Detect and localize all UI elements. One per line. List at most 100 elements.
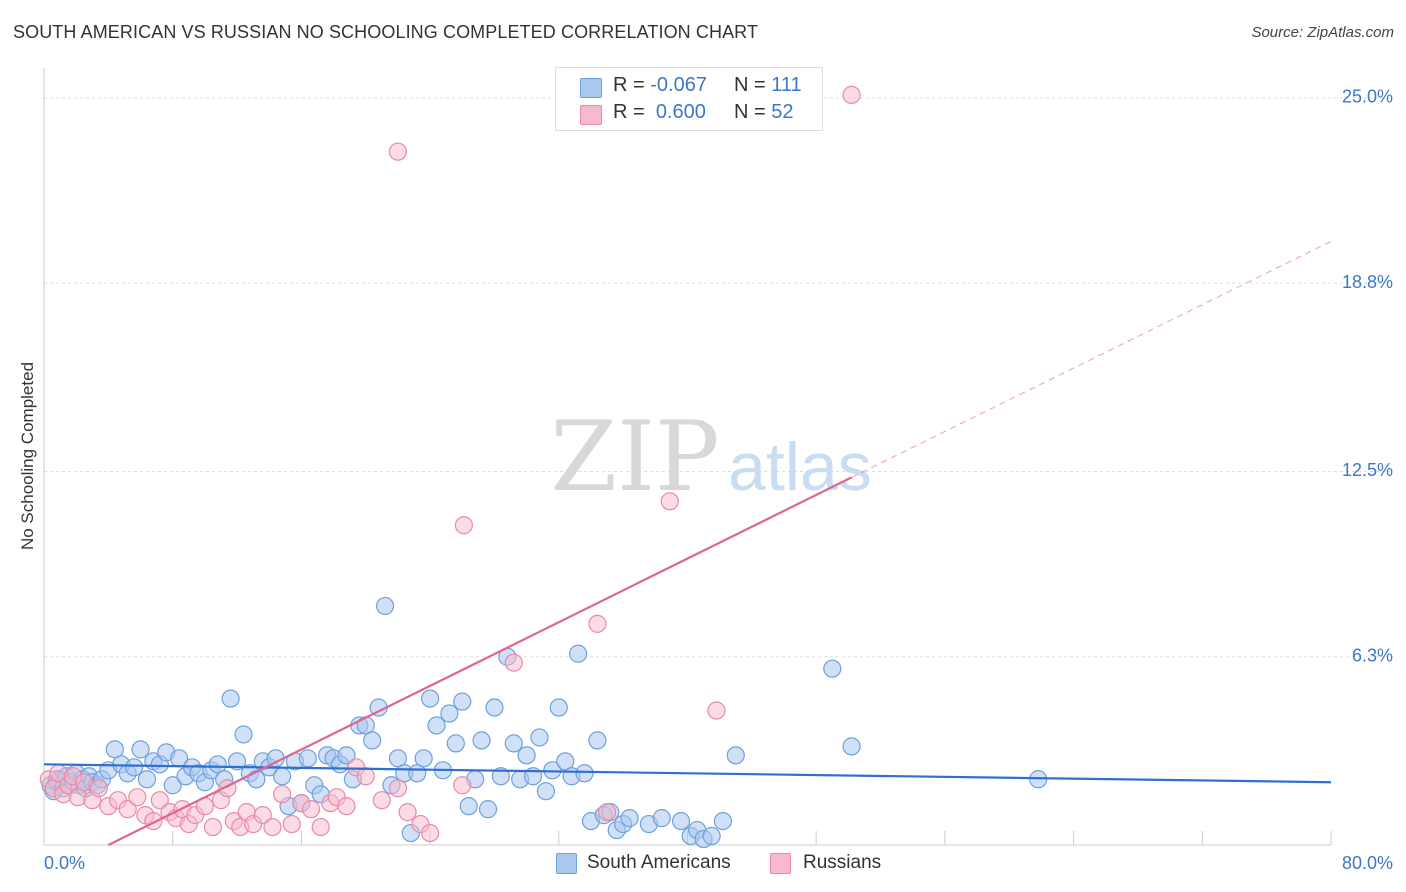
data-point-south-american <box>163 776 182 795</box>
n-stat: N = 52 <box>734 101 794 123</box>
data-point-south-american <box>504 734 523 753</box>
trend-line-south-americans <box>43 763 1332 784</box>
data-point-south-american <box>298 749 317 768</box>
data-point-russian <box>588 614 607 633</box>
data-point-south-american <box>556 752 575 771</box>
data-point-russian <box>454 516 473 535</box>
data-point-russian <box>421 823 440 843</box>
data-point-south-american <box>131 740 150 759</box>
data-point-south-american <box>549 698 568 717</box>
tick-labels: 6.3% 12.5% 18.8% 25.0% 0.0% 80.0% <box>44 87 1393 873</box>
blue-swatch <box>580 78 602 98</box>
data-point-south-american <box>124 758 144 777</box>
data-point-russian <box>272 785 292 804</box>
data-point-south-american <box>221 689 240 708</box>
legend-label: South Americans <box>587 852 731 873</box>
data-point-russian <box>282 814 301 834</box>
data-point-russian <box>453 776 472 795</box>
data-point-russian <box>144 811 163 831</box>
data-point-russian <box>842 85 861 104</box>
data-point-russian <box>301 800 321 819</box>
x-tick-label: 80.0% <box>1342 853 1393 873</box>
data-point-south-american <box>620 809 639 828</box>
data-point-russian <box>128 788 147 807</box>
data-point-russian <box>263 817 282 837</box>
data-point-south-american <box>569 644 588 663</box>
russians-points <box>39 85 861 843</box>
data-point-south-american <box>491 767 510 786</box>
data-point-south-american <box>530 728 549 747</box>
data-point-south-american <box>459 797 478 816</box>
data-point-russian <box>356 767 375 786</box>
data-point-russian <box>597 803 617 822</box>
data-point-south-american <box>588 731 607 750</box>
data-point-south-american <box>702 826 721 846</box>
data-point-south-american <box>234 725 253 744</box>
data-point-south-american <box>823 659 842 678</box>
data-point-south-american <box>842 737 861 756</box>
data-point-south-american <box>421 689 440 708</box>
y-tick-label: 12.5% <box>1342 460 1393 480</box>
data-point-south-american <box>713 811 732 831</box>
data-point-russian <box>660 492 679 511</box>
grid-layer <box>44 97 1389 658</box>
data-point-south-american <box>105 740 124 759</box>
watermark-atlas: atlas <box>728 429 872 505</box>
data-point-south-american <box>478 800 498 819</box>
pink-swatch <box>580 105 602 125</box>
n-stat: N = 111 <box>734 74 802 96</box>
r-stat: R = 0.600 <box>613 101 706 123</box>
y-tick-label: 6.3% <box>1352 645 1393 665</box>
data-point-south-american <box>671 811 691 831</box>
source-label: Source: ZipAtlas.com <box>1251 24 1394 41</box>
legend-label: Russians <box>803 852 882 873</box>
stats-legend-row-russians: R = 0.600 N = 52 <box>556 101 822 129</box>
data-point-russian <box>203 817 223 837</box>
data-point-south-american <box>272 767 292 786</box>
chart-title: SOUTH AMERICAN VS RUSSIAN NO SCHOOLING C… <box>13 22 759 42</box>
data-point-south-american <box>536 782 556 801</box>
data-point-russian <box>337 797 356 816</box>
trend-line-russians-extrapolated <box>851 240 1332 478</box>
data-point-south-american <box>414 749 433 768</box>
data-point-south-american <box>208 755 227 774</box>
data-point-south-american <box>726 746 745 765</box>
data-point-russian <box>150 791 169 810</box>
data-point-russian <box>388 779 408 798</box>
stats-legend: R = -0.067 N = 111 R = 0.600 N = 52 <box>555 67 823 131</box>
blue-swatch <box>556 853 577 874</box>
data-point-russian <box>372 791 391 810</box>
south-americans-points <box>41 596 1048 849</box>
data-point-south-american <box>453 692 472 711</box>
data-point-south-american <box>440 704 459 723</box>
data-point-south-american <box>227 752 247 771</box>
data-point-south-american <box>517 746 536 765</box>
data-point-south-american <box>337 746 356 765</box>
data-point-russian <box>504 653 523 672</box>
data-point-south-american <box>363 731 382 750</box>
r-stat: R = -0.067 <box>613 74 707 96</box>
y-tick-label: 18.8% <box>1342 272 1393 292</box>
data-point-russian <box>311 817 330 837</box>
watermark-zip: ZIP <box>550 401 719 513</box>
data-point-south-american <box>375 596 395 616</box>
y-tick-label: 25.0% <box>1342 87 1393 107</box>
data-point-russian <box>89 779 108 798</box>
data-point-south-american <box>575 764 594 783</box>
stats-legend-row-south-americans: R = -0.067 N = 111 <box>556 74 822 102</box>
data-point-russian <box>118 800 137 819</box>
data-point-russian <box>253 806 272 825</box>
data-point-south-american <box>485 698 504 717</box>
x-tick-label: 0.0% <box>44 853 85 873</box>
data-point-south-american <box>446 734 465 753</box>
data-point-south-american <box>472 731 491 750</box>
trend-lines <box>43 240 1332 846</box>
data-point-russian <box>388 142 408 161</box>
trend-line-russians <box>107 476 853 846</box>
data-point-south-american <box>247 770 266 789</box>
data-point-south-american <box>388 749 408 768</box>
data-point-south-american <box>137 770 157 789</box>
pink-swatch <box>770 853 791 874</box>
data-point-south-american <box>427 716 446 735</box>
